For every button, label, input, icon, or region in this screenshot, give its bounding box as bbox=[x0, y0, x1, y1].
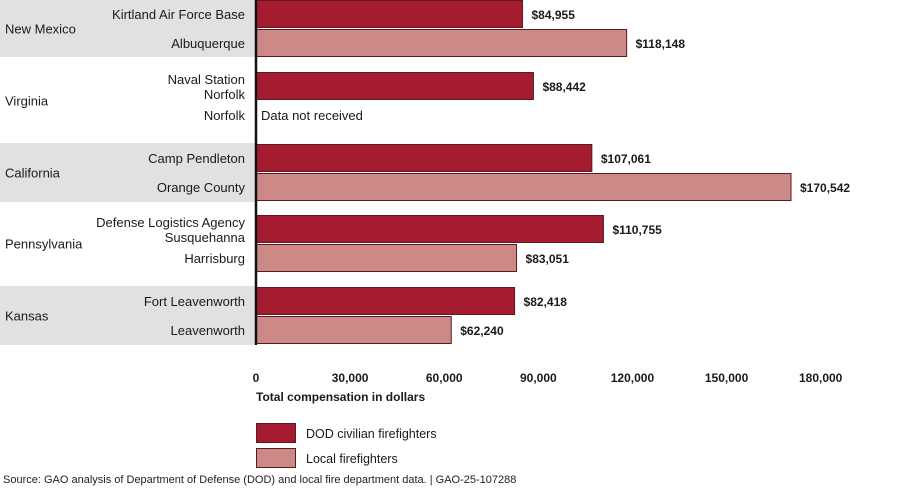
value-label: $82,418 bbox=[524, 295, 568, 309]
category-label: Susquehanna bbox=[165, 230, 246, 245]
category-label: Albuquerque bbox=[171, 36, 245, 51]
bar-dod bbox=[255, 215, 604, 243]
category-label: Camp Pendleton bbox=[148, 151, 245, 166]
legend-swatch bbox=[256, 423, 296, 443]
legend-swatch bbox=[256, 448, 296, 468]
value-label: $110,755 bbox=[612, 223, 662, 237]
x-tick-label: 120,000 bbox=[611, 371, 655, 385]
group-band bbox=[0, 286, 256, 345]
category-label: Naval Station bbox=[168, 72, 245, 87]
category-label: Norfolk bbox=[204, 108, 246, 123]
bar-dod bbox=[255, 72, 534, 100]
legend-label: Local firefighters bbox=[306, 452, 398, 466]
bar-dod bbox=[255, 287, 516, 315]
value-label: $118,148 bbox=[636, 37, 686, 51]
category-label: Leavenworth bbox=[171, 323, 245, 338]
group-band bbox=[0, 0, 256, 57]
state-label: Kansas bbox=[5, 309, 49, 324]
value-label: $107,061 bbox=[601, 152, 651, 166]
category-label: Kirtland Air Force Base bbox=[112, 7, 245, 22]
group-band bbox=[0, 143, 256, 202]
state-label: Virginia bbox=[5, 94, 49, 109]
category-label: Fort Leavenworth bbox=[144, 294, 245, 309]
x-axis-title: Total compensation in dollars bbox=[256, 390, 425, 404]
value-label: $83,051 bbox=[526, 252, 570, 266]
category-label: Orange County bbox=[157, 180, 246, 195]
value-label: $170,542 bbox=[800, 181, 850, 195]
no-data-label: Data not received bbox=[261, 108, 363, 123]
bar-dod bbox=[255, 0, 524, 28]
bar-local bbox=[255, 316, 452, 344]
x-tick-label: 90,000 bbox=[520, 371, 557, 385]
legend-label: DOD civilian firefighters bbox=[306, 427, 437, 441]
x-tick-label: 30,000 bbox=[332, 371, 369, 385]
state-label: New Mexico bbox=[5, 22, 76, 37]
value-label: $84,955 bbox=[532, 8, 576, 22]
value-label: $88,442 bbox=[542, 80, 586, 94]
x-tick-label: 180,000 bbox=[799, 371, 843, 385]
category-label: Harrisburg bbox=[184, 251, 245, 266]
bar-chart: New Mexico Kirtland Air Force Base $84,955… bbox=[0, 0, 850, 468]
category-label: Norfolk bbox=[204, 87, 246, 102]
bar-local bbox=[255, 244, 518, 272]
value-label: $62,240 bbox=[460, 324, 504, 338]
category-label: Defense Logistics Agency bbox=[96, 215, 245, 230]
state-label: California bbox=[5, 166, 61, 181]
x-tick-label: 60,000 bbox=[426, 371, 463, 385]
bar-dod bbox=[255, 144, 593, 172]
source-note: Source: GAO analysis of Department of De… bbox=[3, 474, 517, 486]
x-tick-label: 150,000 bbox=[705, 371, 749, 385]
bar-local bbox=[255, 29, 628, 57]
x-tick-label: 0 bbox=[253, 371, 260, 385]
state-label: Pennsylvania bbox=[5, 237, 83, 252]
bar-local bbox=[255, 173, 792, 201]
